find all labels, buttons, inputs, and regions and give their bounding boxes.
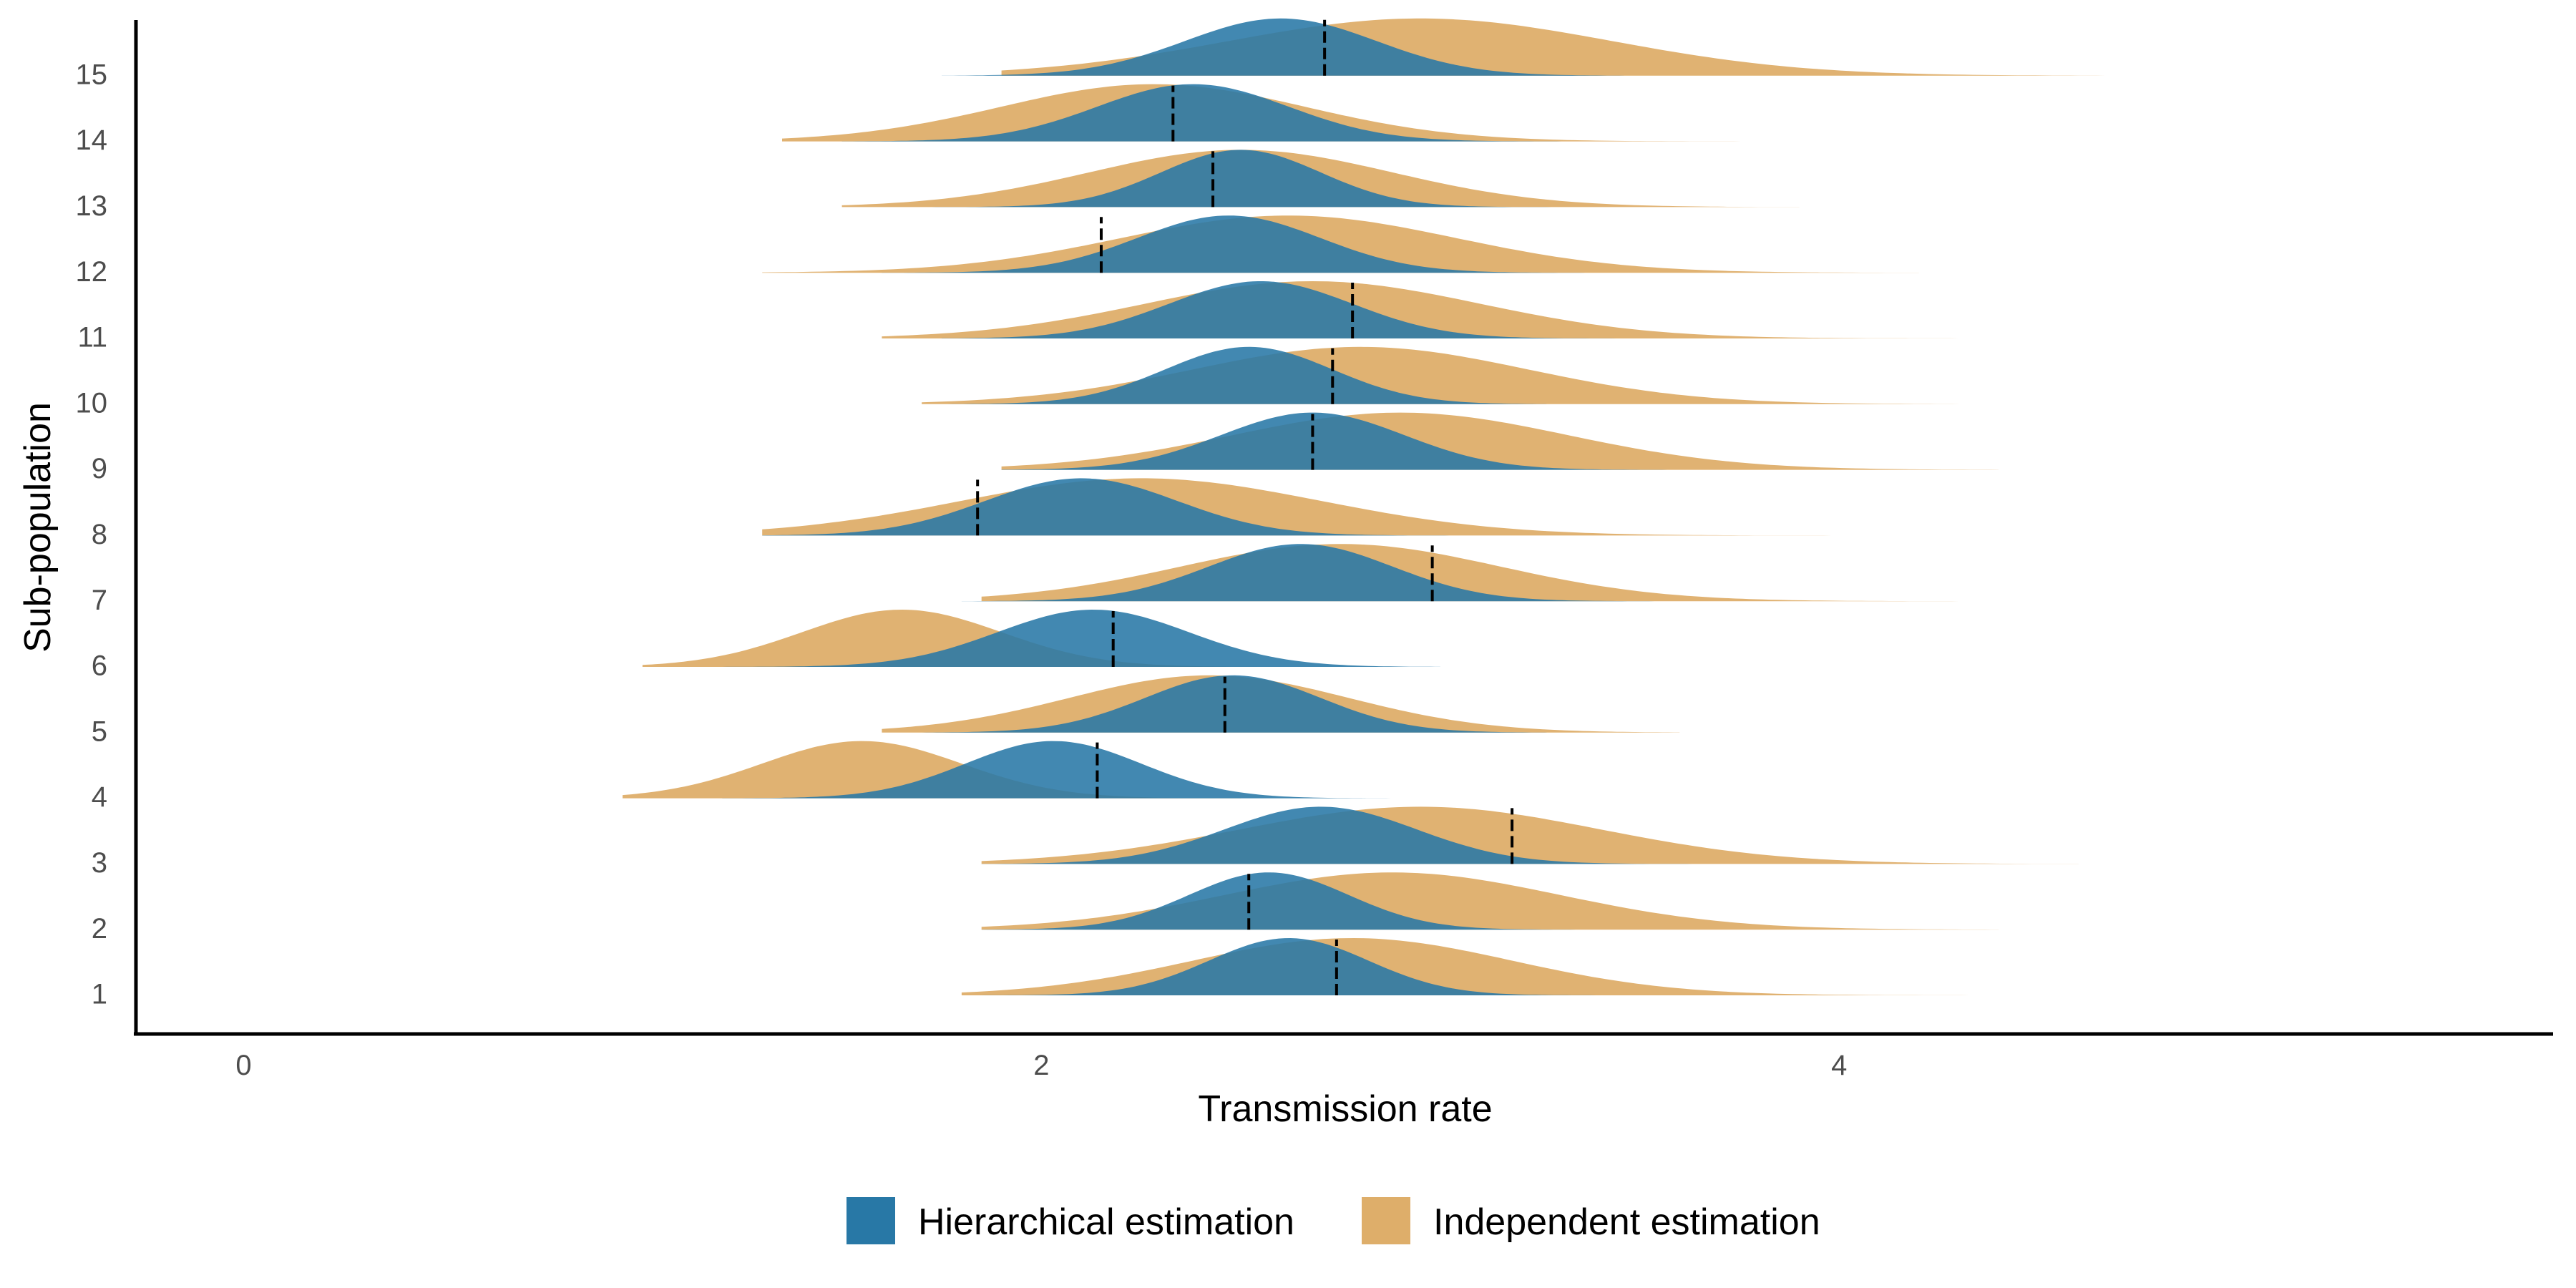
ridge-row-13 (841, 150, 1800, 208)
ridge-row-10 (922, 346, 1999, 404)
independent-density-6 (642, 610, 1281, 667)
ridge-row-3 (981, 806, 2079, 864)
y-tick-label: 4 (92, 781, 107, 813)
hierarchical-density-3 (981, 806, 1840, 864)
legend: Hierarchical estimation Independent esti… (847, 1197, 1820, 1244)
y-tick-label: 2 (92, 913, 107, 945)
hierarchical-density-14 (841, 84, 1600, 142)
y-tick-label: 15 (76, 59, 108, 90)
y-tick-label: 13 (76, 190, 108, 222)
ridge-row-1 (961, 938, 2039, 995)
ridge-row-9 (1001, 412, 1999, 470)
hierarchical-density-15 (942, 18, 1760, 76)
y-tick-label: 9 (92, 453, 107, 484)
x-tick-label: 2 (1033, 1050, 1049, 1081)
legend-swatch-hierarchical (847, 1197, 895, 1244)
ridge-row-15 (942, 18, 2238, 76)
hierarchical-density-12 (882, 215, 1640, 273)
legend-swatch-independent (1362, 1197, 1410, 1244)
y-axis-title: Sub-population (17, 402, 59, 653)
ridge-row-5 (882, 675, 1680, 733)
hierarchical-density-7 (961, 544, 1719, 602)
reference-lines (976, 19, 1514, 995)
x-axis-title: Transmission rate (1198, 1088, 1492, 1130)
y-tick-label: 12 (76, 256, 108, 288)
y-tick-label: 6 (92, 650, 107, 682)
y-tick-label: 3 (92, 847, 107, 879)
independent-density-4 (623, 741, 1241, 799)
ridge-row-11 (882, 281, 1959, 338)
legend-label-hierarchical: Hierarchical estimation (918, 1201, 1294, 1243)
legend-label-independent: Independent estimation (1433, 1201, 1820, 1243)
y-tick-label: 14 (76, 125, 108, 156)
hierarchical-density-2 (981, 872, 1760, 930)
hierarchical-density-1 (961, 938, 1800, 995)
hierarchical-density-5 (922, 675, 1640, 733)
x-tick-label: 4 (1831, 1050, 1847, 1081)
y-tick-label: 11 (77, 322, 107, 353)
hierarchical-density-8 (762, 478, 1480, 536)
independent-density-1 (961, 938, 2039, 995)
y-tick-label: 8 (92, 519, 107, 550)
ridge-row-2 (981, 872, 1999, 930)
y-tick-label: 1 (92, 979, 107, 1010)
y-tick-label: 10 (76, 387, 108, 419)
hierarchical-density-10 (922, 346, 1640, 404)
ridge-row-12 (762, 215, 1919, 273)
hierarchical-density-13 (922, 150, 1600, 208)
hierarchical-density-6 (722, 610, 1440, 667)
y-tick-label: 5 (92, 716, 107, 747)
x-tick-labels: 0 2 4 (235, 1050, 1847, 1081)
ridge-row-8 (762, 478, 1840, 536)
independent-density-10 (922, 346, 1999, 404)
y-tick-label: 7 (92, 585, 107, 616)
hierarchical-density-11 (942, 281, 1680, 338)
ridge-row-4 (623, 741, 1400, 799)
hierarchical-density-9 (1001, 412, 1760, 470)
density-ridges (623, 18, 2238, 995)
x-tick-label: 0 (235, 1050, 251, 1081)
independent-density-12 (762, 215, 1919, 273)
ridge-row-14 (782, 84, 1800, 142)
ridge-row-7 (961, 544, 1959, 602)
hierarchical-density-4 (722, 741, 1400, 799)
ridge-row-6 (642, 610, 1440, 667)
